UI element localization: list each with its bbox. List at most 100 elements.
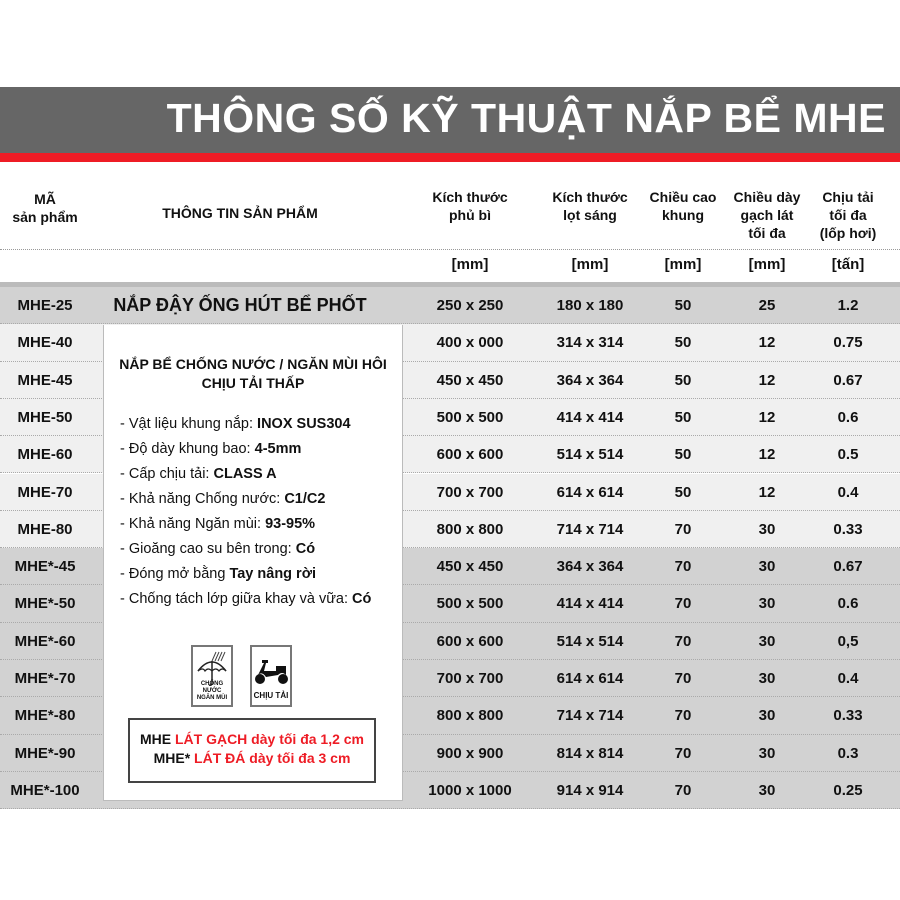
cell-tile: 30 [758,558,776,576]
cell-clear: 814 x 814 [556,744,624,762]
cell-height: 70 [674,632,692,650]
column-header-line: Chịu tải [822,189,874,205]
note-red-text: LÁT GẠCH dày tối đa 1,2 cm [174,731,365,747]
cell-tile: 12 [758,334,776,352]
cell-load: 0.33 [833,520,863,538]
column-header-info: THÔNG TIN SẢN PHẨM [162,204,318,222]
cell-tile: 12 [758,446,776,464]
cell-load: 0.6 [837,595,859,613]
cell-height: 70 [674,595,692,613]
cell-code: MHE*-50 [14,595,76,613]
cell-tile: 30 [758,744,776,762]
cell-code: MHE-50 [17,408,73,426]
table-row: MHE-45 450 x 450 364 x 364 50 12 0.67 [0,361,900,399]
cell-info: NẮP ĐẬY ỐNG HÚT BỂ PHỐT [113,295,367,315]
cell-outer: 500 x 500 [436,408,504,426]
cell-outer: 600 x 600 [436,632,504,650]
unit-label: [mm] [748,256,786,273]
cell-tile: 30 [758,632,776,650]
cell-height: 70 [674,520,692,538]
cell-code: MHE*-90 [14,744,76,762]
cell-tile: 12 [758,483,776,501]
cell-outer: 600 x 600 [436,446,504,464]
feature-label: - Đóng mở bằng [120,566,230,582]
cell-code: MHE-70 [17,483,73,501]
scooter-icon [255,660,288,684]
column-header-line: lọt sáng [563,207,617,223]
column-header-line: tối đa [748,225,786,241]
cell-load: 0.67 [833,371,863,389]
cell-height: 70 [674,707,692,725]
header-divider [0,249,900,250]
cell-clear: 180 x 180 [556,297,624,314]
cell-tile: 30 [758,520,776,538]
cell-height: 50 [674,334,692,352]
cell-clear: 714 x 714 [556,707,624,725]
cell-load: 0.67 [833,558,863,576]
cell-height: 50 [674,371,692,389]
feature-item: - Khả năng Chống nước: C1/C2 [120,491,325,507]
waterproof-badge: CHỐNG NƯỚC NGĂN MÙI [191,645,233,707]
column-header-code: MÃ sản phẩm [12,190,77,226]
column-header-line: Chiều cao [649,189,717,205]
column-header-line: sản phẩm [12,209,78,225]
cell-height: 50 [674,446,692,464]
feature-value: Tay nâng rời [229,566,317,582]
column-header-line: gạch lát [740,207,794,223]
unit-label: [tấn] [831,256,865,273]
cell-load: 0.25 [833,781,863,799]
cell-clear: 914 x 914 [556,781,624,799]
cell-clear: 614 x 614 [556,483,624,501]
cell-load: 0.6 [837,408,859,426]
cell-clear: 364 x 364 [556,371,624,389]
accent-stripe [0,153,900,162]
panel-title-line: CHỊU TẢI THẤP [201,375,305,391]
feature-item: - Khả năng Ngăn mùi: 93-95% [120,516,315,532]
cell-code: MHE-45 [17,371,73,389]
cell-outer: 250 x 250 [436,297,504,314]
panel-title: NẮP BỂ CHỐNG NƯỚC / NGĂN MÙI HÔI CHỊU TẢ… [104,355,402,393]
feature-value: CLASS A [213,466,277,482]
feature-label: - Vật liệu khung nắp: [120,416,258,432]
cell-code: MHE*-45 [14,558,76,576]
cell-code: MHE-40 [17,334,73,352]
cell-load: 0.4 [837,483,859,501]
feature-label: - Gioăng cao su bên trong: [120,541,296,557]
column-header-height: Chiều cao khung [650,188,717,224]
cell-tile: 30 [758,707,776,725]
feature-value: 4-5mm [254,441,302,457]
cell-height: 70 [674,558,692,576]
product-info-panel: NẮP BỂ CHỐNG NƯỚC / NGĂN MÙI HÔI CHỊU TẢ… [103,325,403,801]
column-header-line: khung [662,207,704,223]
cell-height: 70 [674,670,692,687]
cell-outer: 400 x 000 [436,334,504,352]
cell-height: 50 [674,297,692,314]
column-header-line: THÔNG TIN SẢN PHẨM [162,205,318,221]
cell-height: 50 [674,408,692,426]
column-header-line: tối đa [829,207,867,223]
feature-item: - Cấp chịu tải: CLASS A [120,466,277,482]
column-header-line: phủ bì [448,207,491,223]
unit-label: [mm] [451,256,489,273]
cell-load: 0.4 [837,670,859,687]
feature-value: INOX SUS304 [257,416,351,432]
feature-label: - Độ dày khung bao: [120,441,255,457]
cell-load: 0.75 [833,334,863,352]
cell-outer: 900 x 900 [436,744,504,762]
cell-load: 0,5 [837,632,859,650]
note-prefix: MHE [139,731,175,747]
feature-label: - Khả năng Chống nước: [120,491,285,507]
feature-item: - Vật liệu khung nắp: INOX SUS304 [120,416,351,432]
table-row: MHE-25 NẮP ĐẬY ỐNG HÚT BỂ PHỐT 250 x 250 18… [0,287,900,325]
feature-label: - Cấp chịu tải: [120,466,214,482]
note-prefix: MHE* [153,750,195,766]
cell-load: 0.3 [837,744,859,762]
cell-load: 1.2 [837,297,859,314]
feature-item: - Độ dày khung bao: 4-5mm [120,441,301,457]
cell-clear: 614 x 614 [556,670,624,687]
cell-clear: 364 x 364 [556,558,624,576]
cell-clear: 714 x 714 [556,520,624,538]
cell-outer: 800 x 800 [436,707,504,725]
cell-code: MHE*-60 [14,632,76,650]
feature-value: Có [295,541,316,557]
